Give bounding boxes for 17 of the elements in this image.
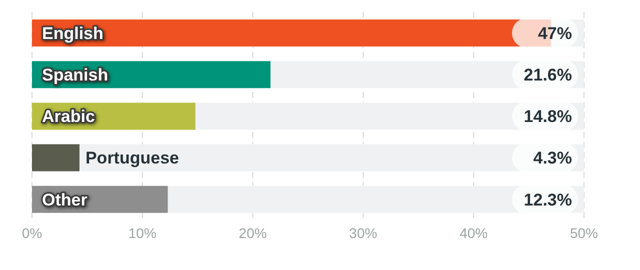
- x-tick-label: 30%: [349, 224, 378, 241]
- data-label: 4.3%: [533, 148, 572, 168]
- bar: [32, 144, 80, 172]
- x-tick-label: 40%: [460, 224, 488, 241]
- data-label: 12.3%: [524, 190, 572, 210]
- y-tick-label: English: [42, 24, 104, 43]
- data-label: 14.8%: [524, 107, 572, 126]
- data-label: 47%: [538, 24, 572, 43]
- y-tick-label: Arabic: [42, 107, 95, 126]
- x-tick-label: 10%: [128, 224, 156, 241]
- x-tick-label: 20%: [238, 224, 267, 241]
- x-tick-label: 50%: [570, 224, 598, 241]
- x-tick-label: 0%: [22, 224, 42, 241]
- y-tick-label: Portuguese: [85, 148, 180, 168]
- data-label: 21.6%: [524, 66, 572, 85]
- y-tick-label: Spanish: [42, 66, 108, 85]
- y-tick-label: Other: [42, 190, 88, 210]
